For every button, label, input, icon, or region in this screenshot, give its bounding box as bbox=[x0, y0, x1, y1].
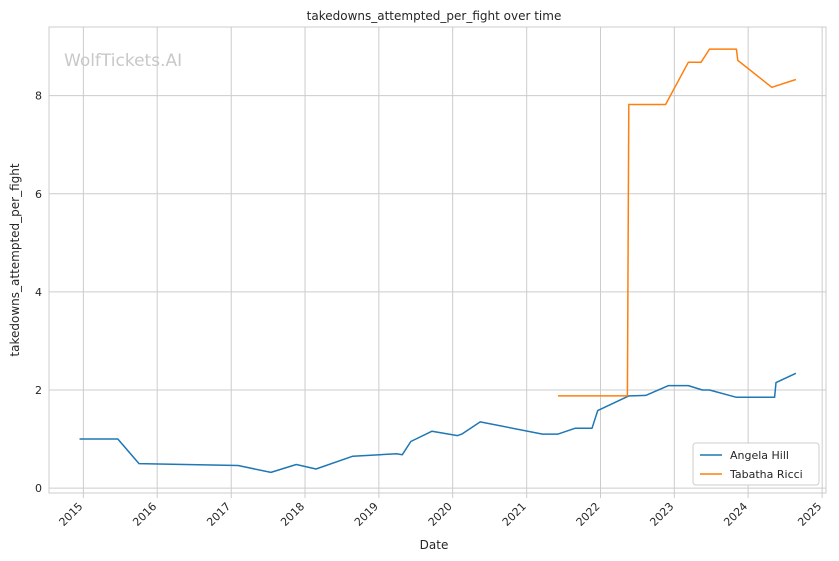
plot-area bbox=[49, 27, 826, 493]
legend-box bbox=[692, 442, 820, 486]
series-lines bbox=[79, 48, 797, 474]
series-line-tabatha-ricci bbox=[558, 48, 797, 397]
y-tick-label: 6 bbox=[35, 188, 42, 201]
watermark-text: WolfTickets.AI bbox=[64, 51, 182, 71]
y-tick-label: 2 bbox=[35, 384, 42, 397]
grid-lines bbox=[49, 27, 826, 493]
y-axis-title: takedowns_attempted_per_fight bbox=[8, 163, 22, 356]
chart-title: takedowns_attempted_per_fight over time bbox=[307, 9, 562, 23]
y-tick-label: 8 bbox=[35, 90, 42, 103]
legend: Angela Hill Tabatha Ricci bbox=[692, 442, 820, 486]
legend-label-angela-hill: Angela Hill bbox=[730, 449, 789, 462]
x-axis-title: Date bbox=[420, 538, 449, 552]
plot-frame bbox=[48, 26, 827, 494]
y-tick-labels: 0 2 4 6 8 bbox=[35, 90, 42, 495]
legend-label-tabatha-ricci: Tabatha Ricci bbox=[729, 468, 803, 481]
y-tick-label: 0 bbox=[35, 482, 42, 495]
y-tick-label: 4 bbox=[35, 286, 42, 299]
series-line-angela-hill bbox=[79, 372, 797, 474]
